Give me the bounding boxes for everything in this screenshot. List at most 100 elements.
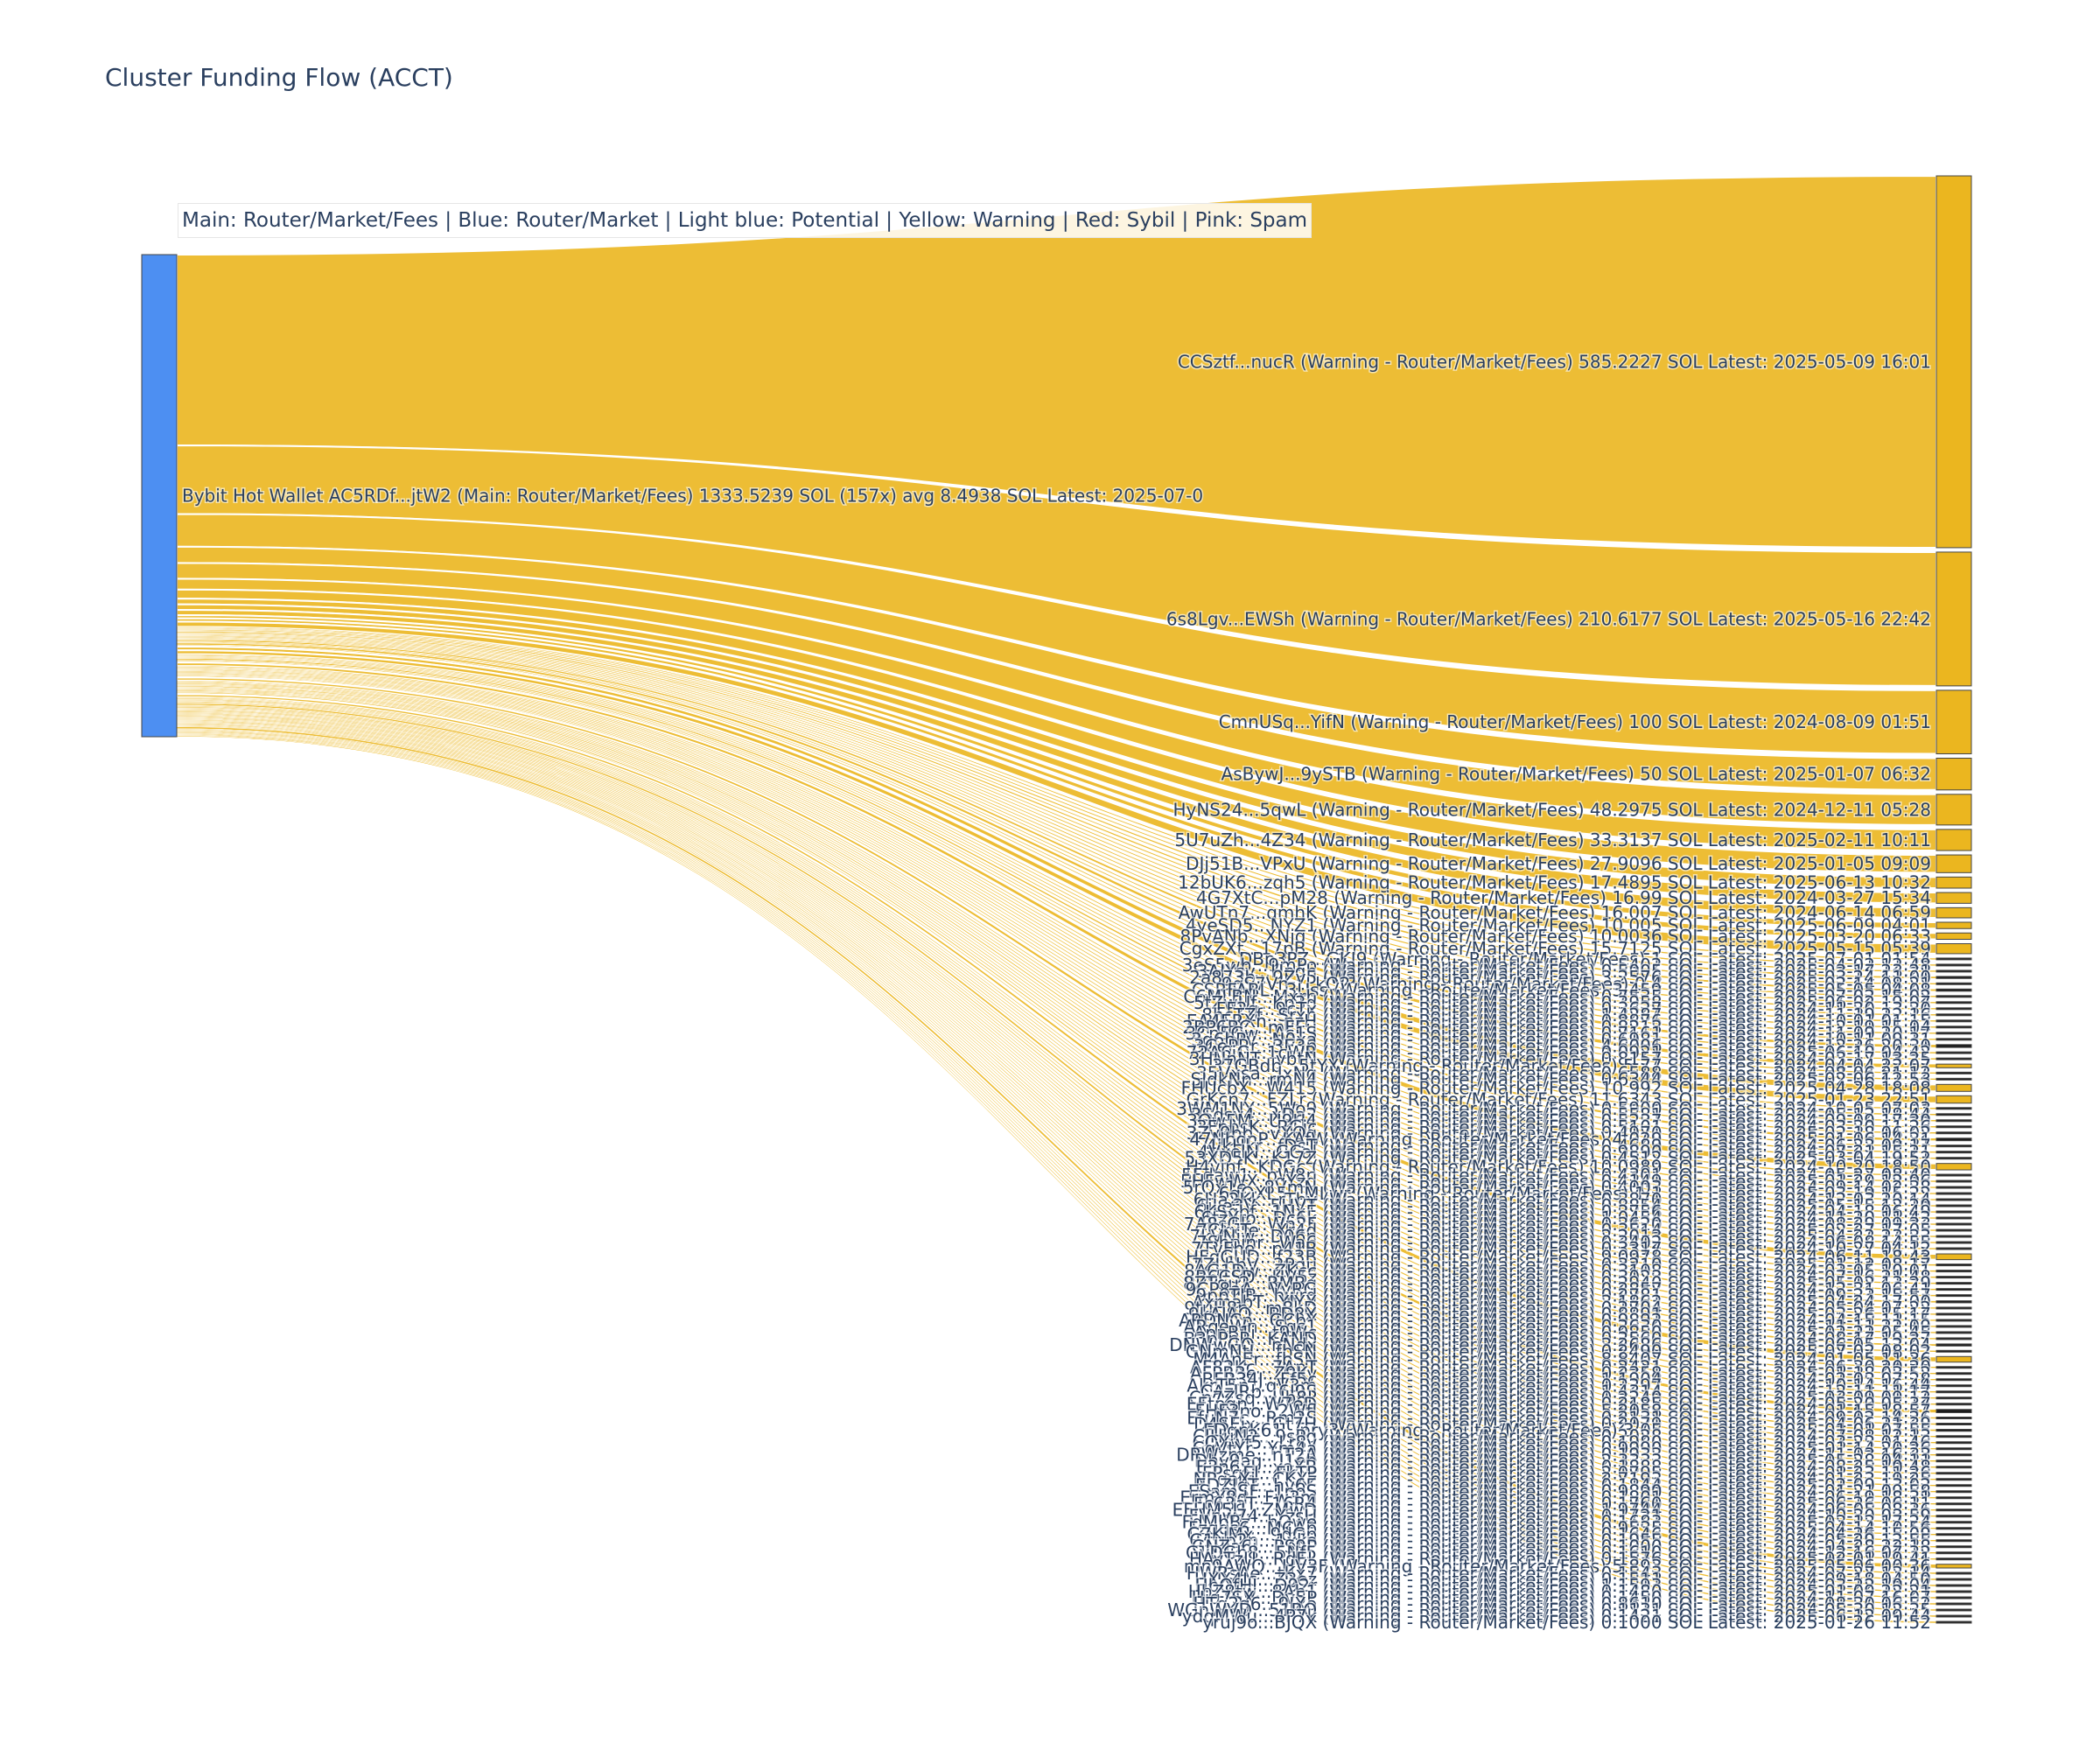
target-label: FF2q...9cTx (Warning - Router/Market/Fee… xyxy=(1216,998,1931,1019)
target-label: 8B6CSD...UV5z (Warning - Router/Market/F… xyxy=(1184,1267,1931,1288)
target-label: 6s8Lgv...EWSh (Warning - Router/Market/F… xyxy=(1166,608,1931,629)
target-label: 9gS7Vn...LkQ2 (Warning - Router/Market/F… xyxy=(1222,973,1931,994)
target-node xyxy=(1936,1125,1972,1129)
page-title: Cluster Funding Flow (ACCT) xyxy=(105,63,453,92)
flow-link xyxy=(176,578,1937,852)
target-label: EfuN7c...Rm2S (Warning - Router/Market/F… xyxy=(1186,1408,1931,1429)
target-label: B3pPnR...KAND (Warning - Router/Market/F… xyxy=(1184,1328,1931,1349)
target-label: Cn7Zsq...Ub8L (Warning - Router/Market/F… xyxy=(1189,1388,1931,1409)
target-node xyxy=(1936,1372,1972,1376)
target-label: 53XD5K...K17Z (Warning - Router/Market/F… xyxy=(1184,1148,1931,1169)
target-label: 4yeSD5...NYZ1 (Warning - Router/Market/F… xyxy=(1186,915,1931,936)
target-node xyxy=(1936,1527,1972,1530)
target-node xyxy=(1936,1355,1972,1363)
target-label: 3eS5wb...9mPo (Warning - Router/Market/F… xyxy=(1182,955,1931,976)
target-label: 7TvFhe...p41B (Warning - Router/Market/F… xyxy=(1191,1238,1931,1259)
target-label: DBp3PZ...GKJ9 (Warning - Router/Market/F… xyxy=(1239,948,1931,970)
target-node xyxy=(1936,1204,1972,1208)
target-node xyxy=(1936,1198,1972,1201)
flow-link xyxy=(176,644,1937,1074)
target-node xyxy=(1936,1584,1972,1587)
target-node xyxy=(1936,1186,1972,1189)
target-node xyxy=(1936,1119,1972,1123)
target-node xyxy=(1936,1270,1972,1273)
target-node xyxy=(1936,1216,1972,1220)
target-label: 35Vxsa...JxNq (Warning - Router/Market/F… xyxy=(1196,1062,1931,1083)
target-node xyxy=(1936,829,1972,851)
target-node xyxy=(1936,1396,1972,1400)
target-label: 9ppTJB...hwrd (Warning - Router/Market/F… xyxy=(1196,1285,1931,1306)
target-node xyxy=(1936,1222,1972,1226)
target-node xyxy=(1936,976,1972,979)
target-node xyxy=(1936,932,1972,941)
target-node xyxy=(1936,1472,1972,1475)
target-node xyxy=(1936,1163,1972,1171)
target-node xyxy=(1936,1508,1972,1512)
target-label: 7CkxTe...Xr4d (Warning - Router/Market/F… xyxy=(1197,1220,1931,1241)
target-label: 6tzYro...Dc6k (Warning - Router/Market/F… xyxy=(1200,1208,1931,1228)
target-label: EFtpqn...W7eD (Warning - Router/Market/F… xyxy=(1186,1394,1931,1415)
target-label: HFqGUD...f23B (Warning - Router/Market/F… xyxy=(1186,1246,1931,1267)
target-node xyxy=(1936,1131,1972,1135)
target-node xyxy=(1936,1614,1972,1618)
target-node xyxy=(1936,943,1972,955)
target-node xyxy=(1936,1247,1972,1250)
target-node xyxy=(1936,551,1972,687)
target-label: EA4ERXn...pzH (Warning - Router/Market/F… xyxy=(1186,1011,1931,1032)
target-node xyxy=(1936,1013,1972,1017)
target-label: 7A8sGk...Wn2F (Warning - Router/Market/F… xyxy=(1184,1214,1931,1235)
target-node xyxy=(1936,995,1972,998)
target-label: EFHM5U...ZMwD (Warning - Router/Market/F… xyxy=(1172,1500,1931,1521)
target-label: 12bUK6...zqh5 (Warning - Router/Market/F… xyxy=(1178,872,1931,893)
target-node xyxy=(1936,1107,1972,1110)
target-label: mn9AWQ...HV3F (Warning - Router/Market/F… xyxy=(1184,1556,1931,1577)
target-node xyxy=(1936,794,1972,826)
target-label: AF82Kc...7ApT (Warning - Router/Market/F… xyxy=(1190,1357,1931,1378)
target-label: 5Fdaw1...pW8n (Warning - Router/Market/F… xyxy=(1181,1165,1931,1186)
target-label: 2a873b...9Zv5 (Warning - Router/Market/F… xyxy=(1189,967,1931,988)
target-label: FHF3no...2Wfl (Warning - Router/Market/F… xyxy=(1195,1401,1931,1422)
target-label: WGnWVD...51RO (Warning - Router/Market/F… xyxy=(1167,1600,1931,1620)
target-node xyxy=(1936,1572,1972,1575)
target-node xyxy=(1936,854,1972,873)
target-node xyxy=(1936,1533,1972,1536)
target-node xyxy=(1936,1071,1972,1074)
target-node xyxy=(1936,1151,1972,1154)
target-label: G1up2n...1xke (Warning - Router/Market/F… xyxy=(1189,1530,1931,1551)
target-label: 7ZLhbV...2Pgu (Warning - Router/Market/F… xyxy=(1192,1255,1931,1276)
source-node xyxy=(141,254,178,738)
target-label: 4ikHkr...fDsT (Warning - Router/Market/F… xyxy=(1206,1136,1931,1157)
target-label: EDZJgT...hv6E (Warning - Router/Market/F… xyxy=(1195,1475,1931,1496)
target-label: 3Sdsv4...xDa2 (Warning - Router/Market/F… xyxy=(1191,1104,1931,1125)
target-node xyxy=(1936,1038,1972,1041)
target-node xyxy=(1936,1253,1972,1261)
target-node xyxy=(1936,1521,1972,1524)
target-label: Dhv9ag...J1eh (Warning - Router/Market/F… xyxy=(1194,1451,1931,1472)
target-label: ErmY8d...Fw3m (Warning - Router/Market/F… xyxy=(1180,1488,1931,1508)
target-node xyxy=(1936,1551,1972,1555)
target-node xyxy=(1936,1276,1972,1279)
target-label: BFB34J...Ff5c (Warning - Router/Market/F… xyxy=(1202,1369,1931,1390)
target-label: yruj9o...BJQX (Warning - Router/Market/F… xyxy=(1202,1612,1931,1633)
target-node xyxy=(1936,1032,1972,1035)
target-label: FVnw74...YzsU (Warning - Router/Market/F… xyxy=(1189,1506,1931,1527)
target-node xyxy=(1936,1453,1972,1457)
sankey-labels: CCSztf...nucR (Warning - Router/Market/F… xyxy=(181,350,1933,1634)
target-node xyxy=(1936,1173,1972,1177)
target-node xyxy=(1936,1390,1972,1394)
target-label: FHUcbX...W415 (Warning - Router/Market/F… xyxy=(1181,1077,1931,1098)
target-node xyxy=(1936,1144,1972,1148)
target-node xyxy=(1936,1095,1972,1104)
target-label: HAvTzU...RdEL (Warning - Router/Market/F… xyxy=(1189,1549,1931,1570)
target-label: 6Ha2Kk...rTbv (Warning - Router/Market/F… xyxy=(1194,1189,1931,1210)
target-label: M4AnEr...fbSN (Warning - Router/Market/F… xyxy=(1193,1349,1931,1370)
target-node xyxy=(1936,1282,1972,1285)
target-node xyxy=(1936,1378,1972,1382)
target-node xyxy=(1936,963,1972,967)
target-node xyxy=(1936,1306,1972,1310)
target-node xyxy=(1936,1210,1972,1214)
target-node xyxy=(1936,1403,1972,1406)
target-label: CJHuN2...9sPq (Warning - Router/Market/F… xyxy=(1193,1426,1931,1447)
target-label: DRWzme...nT2A (Warning - Router/Market/F… xyxy=(1176,1445,1931,1466)
target-label: 5U7uZh...4Z34 (Warning - Router/Market/F… xyxy=(1174,830,1931,850)
